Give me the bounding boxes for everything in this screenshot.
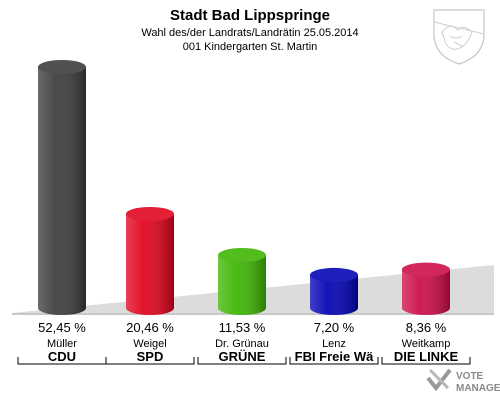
bar-top	[126, 206, 174, 221]
party-bracket	[105, 357, 195, 365]
bar-top	[38, 60, 86, 74]
bar-1	[38, 60, 86, 315]
party-label: DIE LINKE	[394, 349, 459, 364]
bar-shading	[218, 255, 266, 315]
bar-3	[218, 248, 266, 315]
party-label: GRÜNE	[219, 349, 266, 364]
bar-top-highlight	[402, 262, 450, 277]
vote-check-icon	[426, 368, 452, 392]
bar-2	[126, 206, 174, 315]
chart-subtitle-2: 001 Kindergarten St. Martin	[183, 41, 318, 53]
party-label: SPD	[137, 349, 164, 364]
value-labels: 52,45 % 20,46 % 11,53 % 7,20 % 8,36 %	[38, 320, 447, 335]
party-bracket	[289, 357, 379, 365]
candidate-label: Müller	[47, 338, 77, 350]
candidate-label: Weigel	[133, 338, 166, 350]
bar-top-highlight	[126, 206, 174, 221]
bar-top-highlight	[38, 60, 86, 74]
party-bracket	[197, 357, 287, 365]
bar-4	[310, 267, 358, 315]
bar-top-highlight	[310, 267, 358, 282]
party-bracket	[381, 357, 471, 365]
chart-title: Stadt Bad Lippspringe	[170, 7, 330, 24]
value-label: 8,36 %	[406, 320, 447, 335]
bars-group	[38, 60, 450, 315]
value-label: 11,53 %	[219, 320, 266, 335]
value-label: 52,45 %	[38, 320, 86, 335]
candidate-label: Weitkamp	[402, 338, 451, 350]
bar-top-highlight	[218, 248, 266, 263]
coat-of-arms-icon	[433, 9, 485, 65]
value-label: 20,46 %	[126, 320, 174, 335]
bar-top	[218, 248, 266, 263]
party-label: CDU	[48, 349, 76, 364]
party-label: FBI Freie Wä	[295, 349, 375, 364]
value-label: 7,20 %	[314, 320, 355, 335]
candidate-label: Lenz	[322, 338, 346, 350]
vote-manager-logo: VOTE MANAGER	[426, 368, 500, 394]
bar-5	[402, 262, 450, 315]
bar-top	[402, 262, 450, 277]
logo-line-2: MANAGER	[456, 383, 500, 394]
bar-top	[310, 267, 358, 282]
candidate-label: Dr. Grünau	[215, 338, 269, 350]
bar-shading	[38, 67, 86, 315]
logo-line-1: VOTE	[456, 371, 484, 382]
bar-shading	[126, 213, 174, 315]
bar-shading	[310, 274, 358, 315]
bar-shading	[402, 269, 450, 315]
chart-subtitle: Wahl des/der Landrats/Landrätin 25.05.20…	[141, 27, 358, 39]
